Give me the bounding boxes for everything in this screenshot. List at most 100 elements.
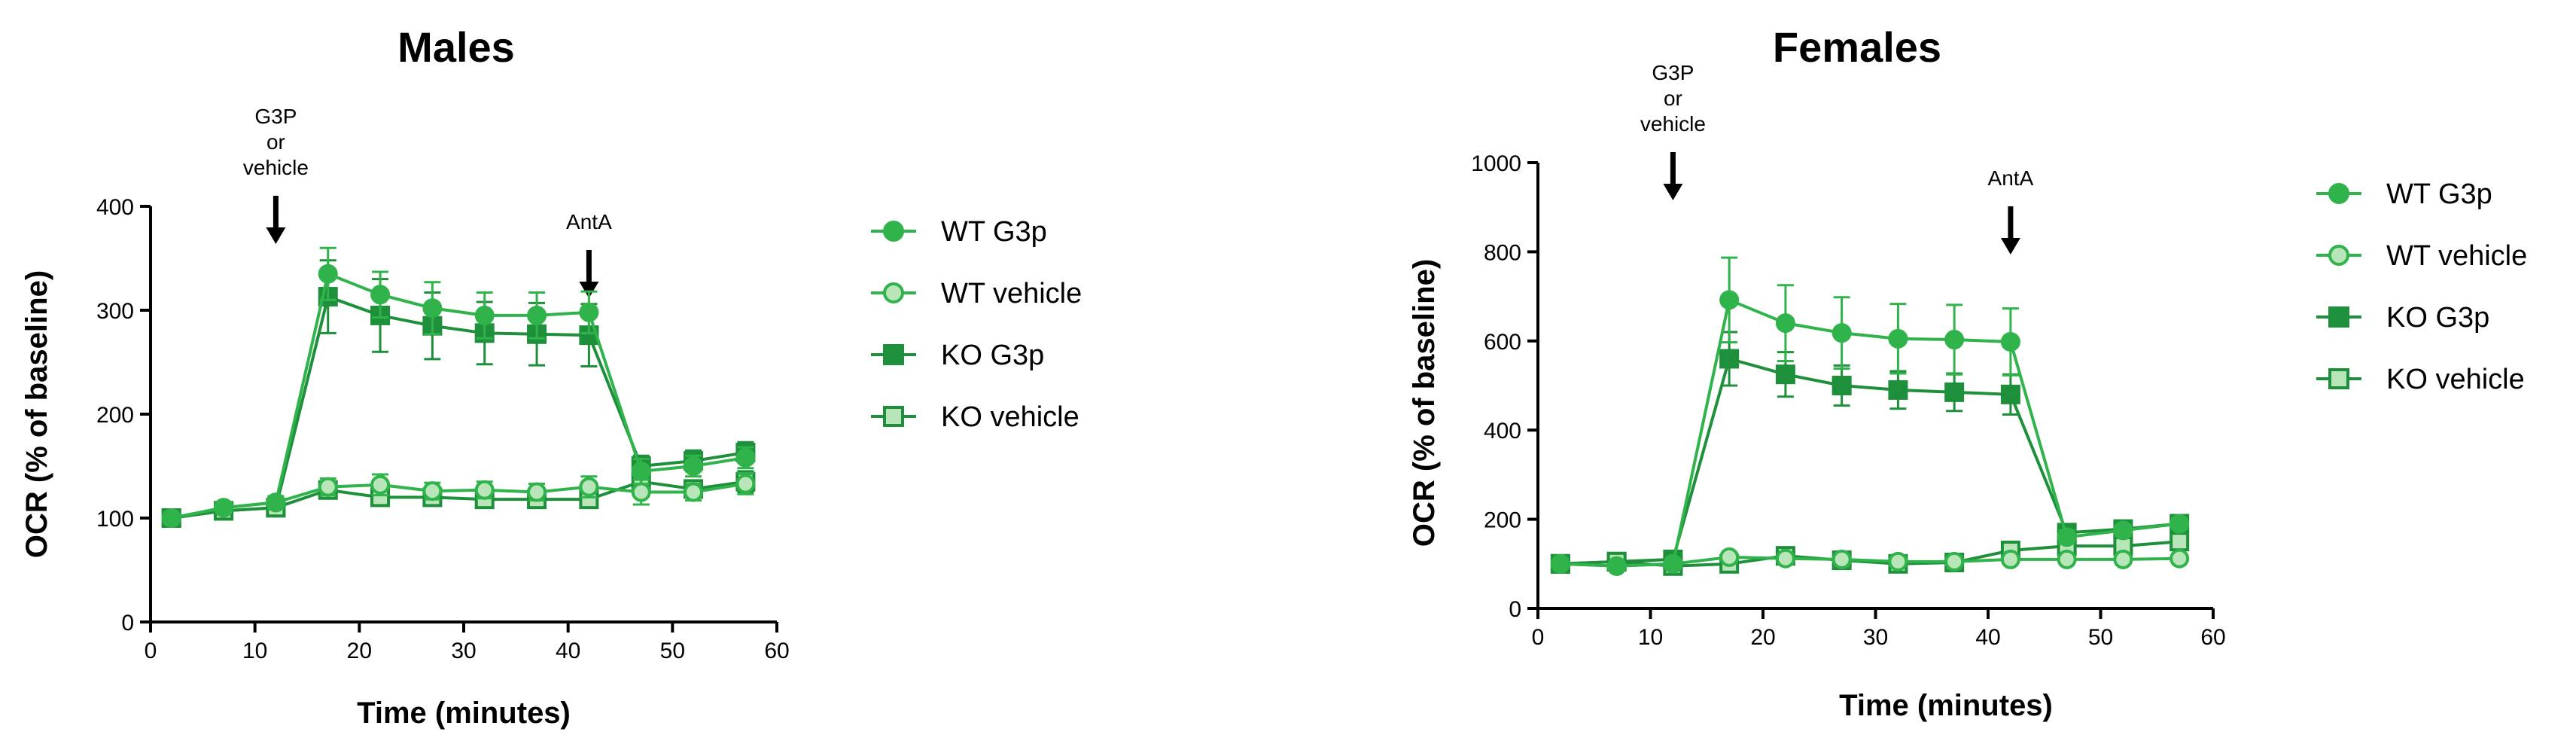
females-legend-marker — [2328, 245, 2349, 266]
females-data-point — [2170, 548, 2190, 569]
males-annotation-arrowhead — [579, 282, 599, 298]
females-y-tick-label: 1000 — [1471, 151, 1521, 176]
females-data-point — [1832, 549, 1852, 569]
females-y-tick-label: 0 — [1509, 597, 1521, 622]
females-data-point — [2000, 549, 2020, 569]
females-y-tick-label: 600 — [1484, 330, 1521, 355]
males-annotation-text: vehicle — [243, 156, 309, 179]
females-legend: WT G3p WT vehicle KO G3p KO vehicle — [2316, 178, 2527, 395]
males-legend-label: KO vehicle — [941, 401, 1079, 433]
males-data-point — [266, 492, 286, 513]
females-data-point — [1888, 551, 1908, 572]
males-legend-label: KO G3p — [941, 340, 1044, 371]
females-legend-marker — [2328, 183, 2349, 204]
females-annotation-text: G3P — [1652, 61, 1694, 84]
males-data-point — [318, 477, 338, 497]
males-series — [161, 246, 756, 528]
females-legend-label: KO vehicle — [2386, 364, 2525, 395]
males-series-line — [171, 480, 746, 520]
females-x-tick-label: 30 — [1863, 625, 1888, 650]
females-data-point — [1944, 330, 1965, 350]
females-panel: Females OCR (% of baseline) Time (minute… — [1408, 23, 2527, 722]
males-annotation-text: AntA — [566, 210, 612, 233]
males-data-point — [527, 305, 547, 325]
females-data-point — [1775, 548, 1795, 569]
females-title: Females — [1773, 23, 1941, 71]
males-x-tick-label: 40 — [556, 639, 580, 663]
males-x-axis-title: Time (minutes) — [357, 697, 571, 730]
males-data-point — [474, 480, 495, 500]
females-data-point — [1832, 376, 1852, 395]
males-legend-marker — [883, 221, 904, 242]
males-data-point — [631, 482, 651, 502]
females-data-point — [1888, 328, 1908, 349]
females-y-tick-label: 400 — [1484, 419, 1521, 444]
males-annotation-text: or — [266, 130, 285, 154]
females-data-point — [2057, 549, 2077, 569]
males-y-tick-label: 100 — [96, 507, 134, 532]
males-legend-marker — [883, 406, 904, 427]
females-annotation-text: or — [1664, 87, 1682, 110]
females-y-tick-label: 200 — [1484, 508, 1521, 533]
females-data-point — [2113, 549, 2133, 569]
females-x-tick-label: 20 — [1750, 625, 1775, 650]
females-legend-label: KO G3p — [2386, 302, 2489, 334]
females-data-point — [1888, 380, 1908, 400]
females-data-point — [1719, 290, 1740, 310]
males-data-point — [161, 508, 181, 528]
females-data-point — [1550, 553, 1570, 574]
males-data-point — [370, 285, 391, 305]
females-x-tick-label: 10 — [1638, 625, 1663, 650]
females-data-point — [1606, 556, 1627, 576]
females-data-point — [2057, 527, 2077, 547]
females-y-axis-title: OCR (% of baseline) — [1408, 259, 1441, 547]
males-data-point — [370, 474, 391, 495]
females-annotation-text: AntA — [1988, 166, 2034, 190]
males-series-line — [171, 482, 746, 520]
males-data-point — [735, 474, 756, 494]
males-data-point — [579, 302, 599, 322]
males-title: Males — [397, 23, 515, 71]
females-legend-marker — [2328, 368, 2349, 389]
females-data-point — [1663, 553, 1683, 574]
males-x-tick-label: 20 — [347, 639, 372, 663]
females-annotation-arrowhead — [2000, 238, 2020, 255]
males-annotation-arrowhead — [266, 227, 286, 244]
males-y-tick-label: 0 — [121, 611, 134, 636]
females-y-tick-label: 800 — [1484, 240, 1521, 265]
males-y-tick-label: 200 — [96, 403, 134, 428]
males-legend: WT G3p WT vehicle KO G3p KO vehicle — [871, 216, 1082, 433]
males-data-point — [214, 498, 234, 518]
females-data-point — [1775, 364, 1795, 385]
males-data-point — [422, 298, 443, 319]
males-legend-label: WT G3p — [941, 216, 1047, 248]
males-y-axis-title: OCR (% of baseline) — [20, 270, 53, 558]
males-y-tick-label: 300 — [96, 299, 134, 324]
females-x-tick-label: 0 — [1532, 625, 1545, 650]
males-data-point — [318, 264, 338, 284]
males-y-tick-label: 400 — [96, 195, 134, 220]
females-legend-marker — [2328, 306, 2349, 328]
females-data-point — [1719, 349, 1740, 369]
females-x-tick-label: 50 — [2088, 625, 2113, 650]
males-data-point — [684, 456, 704, 476]
females-x-tick-label: 40 — [1975, 625, 2000, 650]
males-axes: 0 10 20 30 40 50 60 0 100 200 300 400 — [96, 195, 790, 663]
females-data-point — [2000, 384, 2020, 404]
males-x-tick-label: 10 — [242, 639, 267, 663]
females-data-point — [2000, 331, 2020, 352]
females-annotation-arrowhead — [1663, 184, 1683, 200]
females-series-line — [1560, 357, 2180, 566]
females-legend-label: WT vehicle — [2386, 240, 2527, 272]
males-x-tick-label: 0 — [145, 639, 157, 663]
females-x-axis-title: Time (minutes) — [1839, 689, 2053, 722]
females-series-line — [1560, 540, 2180, 568]
males-data-point — [579, 477, 599, 497]
females-series-line — [1560, 297, 2180, 568]
females-series — [1550, 256, 2190, 576]
males-data-point — [631, 461, 651, 481]
males-annotation-text: G3P — [254, 105, 297, 128]
